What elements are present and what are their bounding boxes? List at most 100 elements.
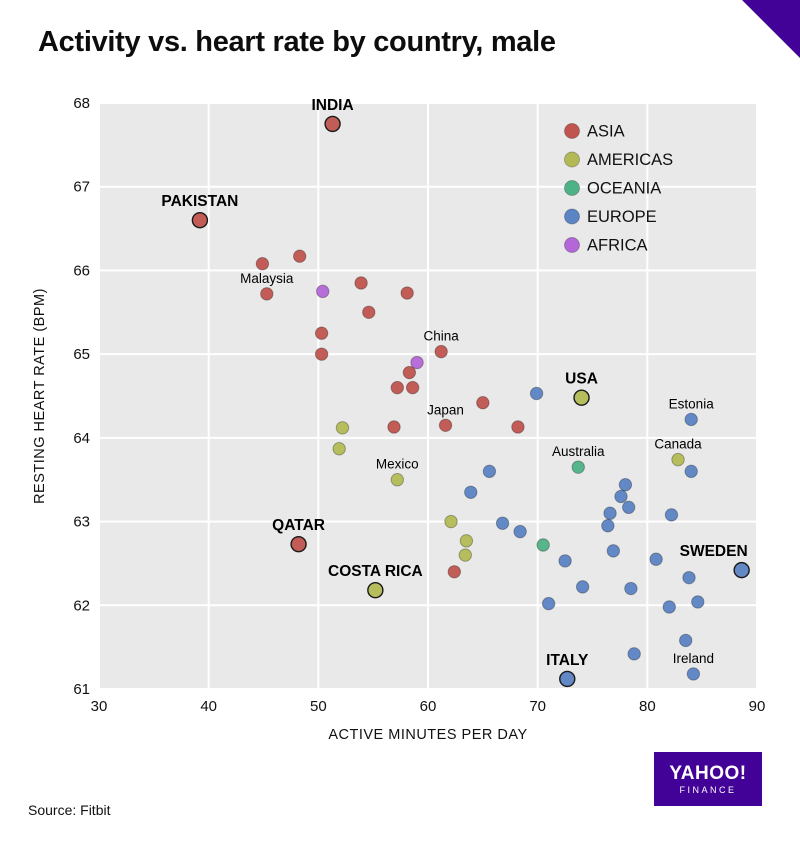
data-point-pakistan xyxy=(191,211,209,229)
point-label-ireland: Ireland xyxy=(673,651,714,666)
x-tick-label: 70 xyxy=(529,698,546,715)
data-point-australia xyxy=(571,460,585,474)
data-point-asia xyxy=(511,420,525,434)
x-axis-title: ACTIVE MINUTES PER DAY xyxy=(328,727,527,743)
data-point-asia xyxy=(402,365,417,380)
y-tick-label: 68 xyxy=(73,95,90,112)
data-point-africa xyxy=(316,284,330,299)
y-tick-label: 62 xyxy=(73,597,90,614)
x-tick-label: 60 xyxy=(420,698,437,715)
legend-swatch-europe xyxy=(564,208,580,225)
y-tick-label: 66 xyxy=(73,262,90,279)
logo-yahoo-text: YAHOO! xyxy=(669,762,747,784)
data-point-europe xyxy=(627,647,641,661)
data-point-usa xyxy=(573,389,590,406)
data-point-europe xyxy=(691,595,705,609)
point-label-canada: Canada xyxy=(654,437,702,452)
legend-label-asia: ASIA xyxy=(587,123,625,141)
data-point-asia xyxy=(314,326,329,340)
data-point-canada xyxy=(671,452,685,467)
data-point-africa xyxy=(410,355,424,370)
data-point-qatar xyxy=(290,535,307,553)
yahoo-corner-triangle xyxy=(742,0,800,58)
legend-swatch-asia xyxy=(564,123,580,139)
y-tick-label: 63 xyxy=(73,514,90,531)
data-point-europe xyxy=(541,596,556,611)
yahoo-finance-logo: YAHOO! FINANCE xyxy=(654,752,762,806)
data-point-europe xyxy=(513,524,527,539)
y-tick-label: 64 xyxy=(73,430,90,447)
point-label-china: China xyxy=(424,329,460,344)
data-point-europe xyxy=(529,386,544,401)
data-point-europe xyxy=(603,506,617,520)
data-point-europe xyxy=(682,570,696,585)
data-point-europe xyxy=(664,508,679,522)
logo-finance-text: FINANCE xyxy=(679,784,737,795)
data-point-europe xyxy=(575,580,590,594)
legend-swatch-oceania xyxy=(564,180,580,196)
data-point-europe xyxy=(482,464,497,479)
data-point-mexico xyxy=(390,473,404,487)
data-point-sweden xyxy=(733,561,750,579)
data-point-asia xyxy=(314,347,329,361)
point-label-australia: Australia xyxy=(552,444,605,459)
point-label-japan: Japan xyxy=(427,402,464,417)
x-tick-label: 90 xyxy=(749,698,766,715)
point-label-qatar: QATAR xyxy=(272,517,325,534)
legend-label-oceania: OCEANIA xyxy=(587,180,661,198)
data-point-europe xyxy=(624,581,638,596)
data-point-costa-rica xyxy=(367,582,384,599)
data-point-china xyxy=(434,344,448,359)
data-point-europe xyxy=(662,600,676,614)
y-tick-label: 65 xyxy=(73,346,90,363)
legend-label-americas: AMERICAS xyxy=(587,151,673,169)
data-point-oceania xyxy=(536,538,550,552)
data-point-asia xyxy=(476,395,490,410)
point-label-sweden: SWEDEN xyxy=(680,543,748,560)
data-point-italy xyxy=(559,670,576,688)
data-point-americas xyxy=(335,421,350,435)
data-point-asia xyxy=(400,286,414,300)
point-label-india: INDIA xyxy=(311,97,353,114)
legend-swatch-africa xyxy=(564,237,580,253)
data-point-europe xyxy=(601,519,615,533)
data-point-europe xyxy=(679,633,693,648)
legend-swatch-americas xyxy=(564,151,580,168)
data-point-estonia xyxy=(684,412,698,427)
data-point-asia xyxy=(390,380,404,395)
legend-label-africa: AFRICA xyxy=(587,237,648,255)
page-title: Activity vs. heart rate by country, male xyxy=(38,26,556,58)
data-point-europe xyxy=(614,489,628,504)
data-point-asia xyxy=(292,249,307,263)
data-point-malaysia xyxy=(260,287,274,301)
data-point-asia xyxy=(354,276,368,290)
y-axis-title: RESTING HEART RATE (BPM) xyxy=(32,288,48,504)
data-point-europe xyxy=(606,544,621,558)
data-point-ireland xyxy=(686,667,701,681)
x-tick-label: 30 xyxy=(91,698,108,715)
x-tick-label: 40 xyxy=(200,698,217,715)
data-point-americas xyxy=(459,534,474,548)
source-note: Source: Fitbit xyxy=(28,802,111,818)
data-point-europe xyxy=(464,485,478,499)
point-label-italy: ITALY xyxy=(546,652,589,669)
data-point-india xyxy=(324,115,341,133)
x-tick-label: 50 xyxy=(310,698,327,715)
data-point-americas xyxy=(444,514,458,529)
point-label-malaysia: Malaysia xyxy=(240,271,294,286)
data-point-europe xyxy=(649,552,663,566)
x-tick-label: 80 xyxy=(639,698,656,715)
data-point-europe xyxy=(495,516,510,530)
data-point-asia xyxy=(405,380,420,395)
data-point-americas xyxy=(458,548,472,562)
data-point-japan xyxy=(438,418,453,432)
data-point-americas xyxy=(332,442,346,456)
point-label-pakistan: PAKISTAN xyxy=(161,193,238,210)
data-point-europe xyxy=(684,464,698,479)
data-point-europe xyxy=(558,554,572,568)
data-point-asia xyxy=(447,565,462,579)
point-label-usa: USA xyxy=(565,371,598,388)
data-point-asia xyxy=(255,257,270,271)
